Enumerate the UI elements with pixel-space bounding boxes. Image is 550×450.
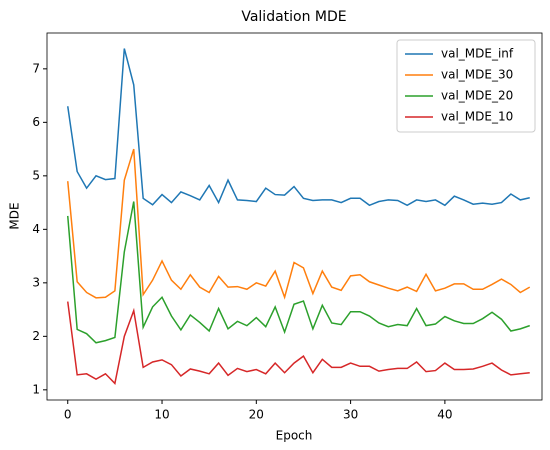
y-tick-label: 7 bbox=[32, 61, 40, 75]
legend-box bbox=[396, 39, 536, 133]
legend-label: val_MDE_30 bbox=[441, 68, 513, 82]
y-tick-label: 2 bbox=[32, 329, 40, 343]
line bbox=[66, 301, 530, 385]
chart-title: Validation MDE bbox=[241, 9, 346, 25]
x-axis-label: Epoch bbox=[276, 429, 313, 443]
y-tick-label: 3 bbox=[32, 275, 40, 289]
x-tick-label: 40 bbox=[437, 408, 452, 422]
y-tick-label: 4 bbox=[32, 222, 40, 236]
x-tick-label: 30 bbox=[343, 408, 358, 422]
x-tick-label: 0 bbox=[64, 408, 72, 422]
axes-frame bbox=[46, 32, 543, 401]
legend-label: val_MDE_10 bbox=[441, 110, 513, 124]
x-tick-label: 10 bbox=[154, 408, 169, 422]
y-tick-label: 5 bbox=[32, 168, 40, 182]
line bbox=[67, 48, 530, 207]
line bbox=[66, 201, 530, 344]
legend-label: val_MDE_20 bbox=[441, 89, 513, 103]
y-tick-label: 6 bbox=[32, 115, 40, 129]
x-tick-label: 20 bbox=[249, 408, 264, 422]
y-axis-label: MDE bbox=[8, 202, 22, 229]
legend-label: val_MDE_inf bbox=[441, 47, 514, 61]
line bbox=[66, 148, 531, 300]
y-tick-label: 1 bbox=[32, 382, 40, 396]
